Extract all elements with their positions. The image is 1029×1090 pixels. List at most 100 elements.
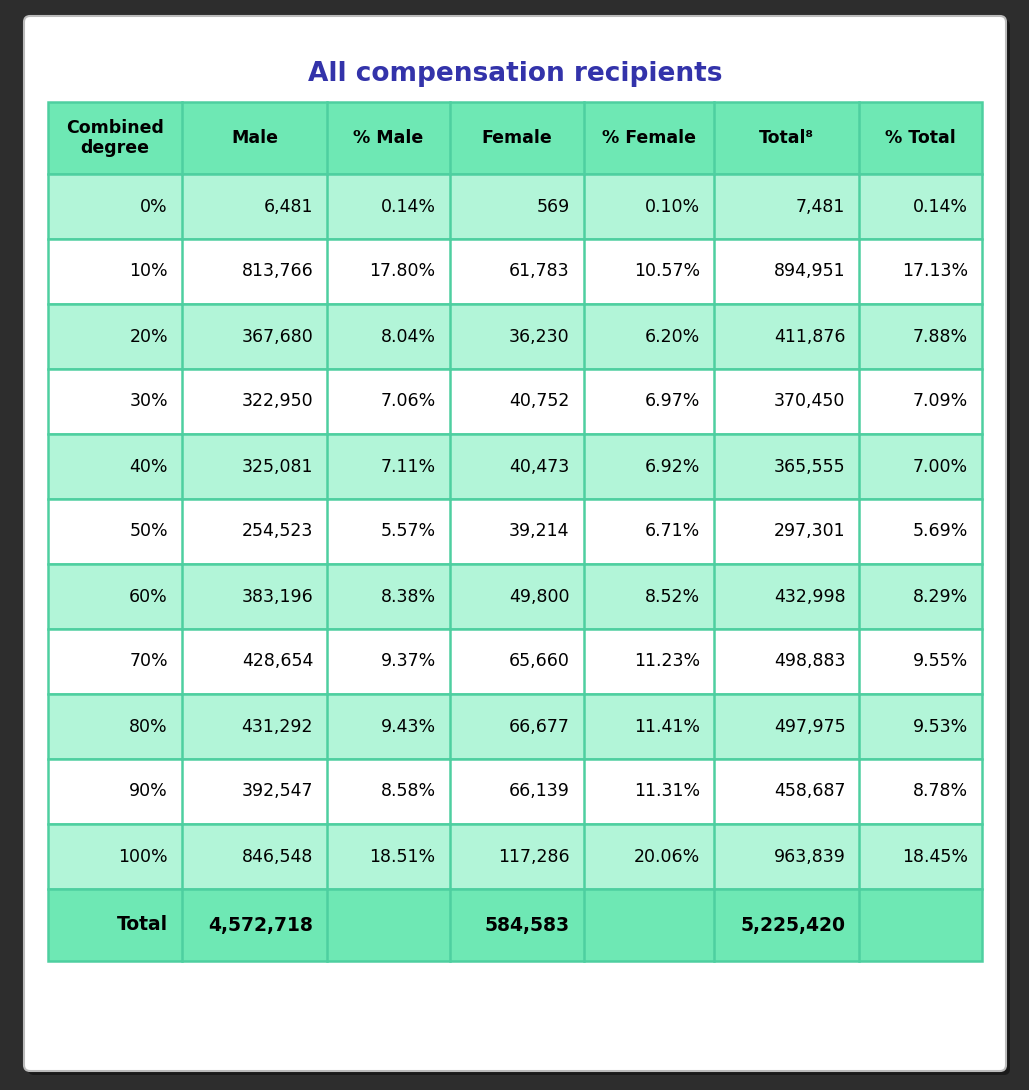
Text: 963,839: 963,839 [774, 848, 846, 865]
Text: 5,225,420: 5,225,420 [741, 916, 846, 934]
Text: degree: degree [80, 140, 149, 157]
Text: 17.80%: 17.80% [369, 263, 435, 280]
Text: 458,687: 458,687 [774, 783, 846, 800]
Text: 411,876: 411,876 [774, 327, 846, 346]
Text: 322,950: 322,950 [242, 392, 313, 411]
Text: 17.13%: 17.13% [901, 263, 968, 280]
Text: 100%: 100% [118, 848, 168, 865]
Bar [48, 694, 982, 759]
Text: 9.43%: 9.43% [381, 717, 435, 736]
Bar [48, 824, 982, 889]
Text: 6,481: 6,481 [263, 197, 313, 216]
Text: 497,975: 497,975 [774, 717, 846, 736]
Text: Male: Male [232, 129, 278, 147]
Text: 8.38%: 8.38% [381, 588, 435, 606]
Text: 9.55%: 9.55% [913, 653, 968, 670]
Text: 9.53%: 9.53% [913, 717, 968, 736]
Text: 40,473: 40,473 [509, 458, 570, 475]
Text: Combined: Combined [66, 119, 164, 137]
Text: 18.45%: 18.45% [902, 848, 968, 865]
Bar [48, 304, 982, 370]
Text: % Female: % Female [602, 129, 696, 147]
Text: 70%: 70% [130, 653, 168, 670]
Text: 367,680: 367,680 [242, 327, 313, 346]
Text: 4,572,718: 4,572,718 [208, 916, 313, 934]
Text: 6.71%: 6.71% [645, 522, 700, 541]
Text: 90%: 90% [130, 783, 168, 800]
Text: 40,752: 40,752 [509, 392, 570, 411]
Bar [48, 239, 982, 304]
Bar [48, 434, 982, 499]
FancyBboxPatch shape [28, 20, 1010, 1075]
Text: Total: Total [116, 916, 168, 934]
Text: 9.37%: 9.37% [381, 653, 435, 670]
Text: 5.69%: 5.69% [913, 522, 968, 541]
Text: 498,883: 498,883 [774, 653, 846, 670]
Text: 7.00%: 7.00% [913, 458, 968, 475]
Text: 30%: 30% [130, 392, 168, 411]
Text: 297,301: 297,301 [774, 522, 846, 541]
Text: 7.09%: 7.09% [913, 392, 968, 411]
Text: 7.11%: 7.11% [381, 458, 435, 475]
Text: 370,450: 370,450 [774, 392, 846, 411]
Text: 428,654: 428,654 [242, 653, 313, 670]
Text: 11.23%: 11.23% [634, 653, 700, 670]
Text: 0.14%: 0.14% [913, 197, 968, 216]
Text: 431,292: 431,292 [242, 717, 313, 736]
Text: 117,286: 117,286 [498, 848, 570, 865]
Text: 36,230: 36,230 [509, 327, 570, 346]
Text: 8.78%: 8.78% [913, 783, 968, 800]
Text: 7,481: 7,481 [796, 197, 846, 216]
Text: 10%: 10% [130, 263, 168, 280]
Text: 8.29%: 8.29% [913, 588, 968, 606]
Bar [48, 629, 982, 694]
Bar [48, 889, 982, 961]
Text: 61,783: 61,783 [509, 263, 570, 280]
Text: 7.06%: 7.06% [381, 392, 435, 411]
Text: 20.06%: 20.06% [634, 848, 700, 865]
Text: 0.14%: 0.14% [381, 197, 435, 216]
Text: 11.41%: 11.41% [634, 717, 700, 736]
Text: 6.97%: 6.97% [645, 392, 700, 411]
Bar [48, 499, 982, 564]
Text: 20%: 20% [130, 327, 168, 346]
Text: 894,951: 894,951 [774, 263, 846, 280]
Bar [48, 174, 982, 239]
Text: Female: Female [482, 129, 553, 147]
Text: All compensation recipients: All compensation recipients [308, 61, 722, 87]
Text: 383,196: 383,196 [242, 588, 313, 606]
Bar [48, 759, 982, 824]
Text: 0.10%: 0.10% [645, 197, 700, 216]
Text: 813,766: 813,766 [242, 263, 313, 280]
Text: 18.51%: 18.51% [369, 848, 435, 865]
Bar [48, 370, 982, 434]
Text: 66,139: 66,139 [508, 783, 570, 800]
Text: 7.88%: 7.88% [913, 327, 968, 346]
Text: 8.52%: 8.52% [645, 588, 700, 606]
Text: 846,548: 846,548 [242, 848, 313, 865]
Text: 569: 569 [536, 197, 570, 216]
Text: 0%: 0% [140, 197, 168, 216]
Text: 80%: 80% [130, 717, 168, 736]
Text: 365,555: 365,555 [774, 458, 846, 475]
Text: 392,547: 392,547 [242, 783, 313, 800]
Text: % Male: % Male [353, 129, 424, 147]
Text: 49,800: 49,800 [509, 588, 570, 606]
Text: 60%: 60% [130, 588, 168, 606]
FancyBboxPatch shape [24, 16, 1006, 1071]
Text: Total⁸: Total⁸ [759, 129, 814, 147]
Text: 50%: 50% [130, 522, 168, 541]
Text: 11.31%: 11.31% [634, 783, 700, 800]
Text: 66,677: 66,677 [508, 717, 570, 736]
Text: 325,081: 325,081 [242, 458, 313, 475]
Text: 40%: 40% [130, 458, 168, 475]
Text: 65,660: 65,660 [508, 653, 570, 670]
Text: % Total: % Total [885, 129, 956, 147]
Text: 6.20%: 6.20% [645, 327, 700, 346]
Bar [48, 564, 982, 629]
Text: 254,523: 254,523 [242, 522, 313, 541]
Text: 584,583: 584,583 [485, 916, 570, 934]
Text: 8.04%: 8.04% [381, 327, 435, 346]
Text: 8.58%: 8.58% [381, 783, 435, 800]
Text: 5.57%: 5.57% [381, 522, 435, 541]
